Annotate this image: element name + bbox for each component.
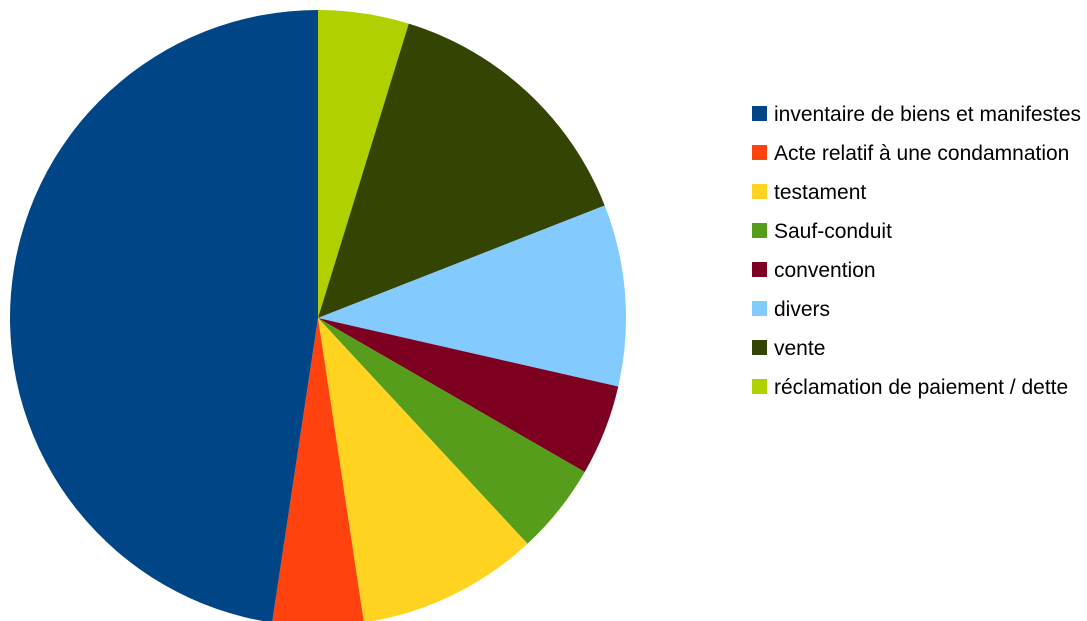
pie-slice-5 (318, 318, 528, 621)
legend-label: réclamation de paiement / dette (774, 376, 1069, 399)
pie-slice-3 (318, 318, 619, 472)
legend-label: inventaire de biens et manifestes (774, 103, 1082, 126)
legend-item-inventaire: inventaire de biens et manifestes (752, 100, 1082, 129)
legend-item-sauf-conduit: Sauf-conduit (752, 217, 1082, 246)
legend-swatch (752, 379, 767, 394)
legend-swatch (752, 106, 767, 121)
pie-slice-4 (318, 318, 585, 544)
legend-swatch (752, 262, 767, 277)
pie-slice-2 (318, 205, 627, 387)
legend-label: Acte relatif à une condamnation (774, 142, 1070, 165)
legend-item-vente: vente (752, 334, 1082, 363)
legend-item-testament: testament (752, 178, 1082, 207)
chart-legend: inventaire de biens et manifestes Acte r… (752, 100, 1082, 412)
legend-swatch (752, 145, 767, 160)
legend-label: Sauf-conduit (774, 220, 892, 243)
legend-label: convention (774, 259, 876, 282)
legend-item-convention: convention (752, 256, 1082, 285)
legend-label: testament (774, 181, 867, 204)
legend-label: divers (774, 298, 831, 321)
legend-label: vente (774, 337, 826, 360)
pie-slice-7 (10, 10, 318, 621)
legend-item-divers: divers (752, 295, 1082, 324)
legend-swatch (752, 223, 767, 238)
pie-slice-6 (272, 318, 364, 621)
legend-swatch (752, 301, 767, 316)
legend-swatch (752, 184, 767, 199)
pie-slice-1 (318, 23, 605, 319)
legend-item-reclamation: réclamation de paiement / dette (752, 373, 1082, 402)
pie-plot-area (10, 10, 627, 621)
legend-item-acte-condamnation: Acte relatif à une condamnation (752, 139, 1082, 168)
legend-swatch (752, 340, 767, 355)
pie-slice-0 (318, 10, 409, 318)
